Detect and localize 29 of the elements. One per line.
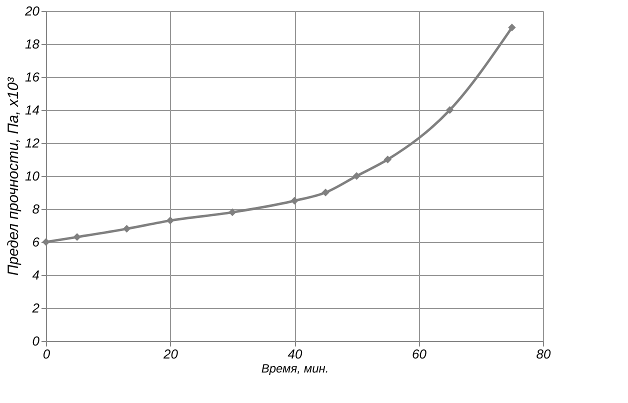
y-tick-label: 6 [32, 234, 40, 250]
x-tick-label: 0 [42, 346, 51, 362]
x-tick-label: 60 [412, 346, 428, 362]
point [508, 24, 516, 32]
point [322, 188, 330, 196]
point [73, 233, 81, 241]
y-tick-label: 20 [24, 4, 40, 18]
y-tick-label: 8 [32, 202, 40, 216]
point [352, 172, 360, 180]
y-tick-label: 0 [32, 334, 40, 348]
x-axis-title: Время, мин. [261, 362, 329, 376]
x-tick-label: 20 [162, 346, 179, 362]
point [166, 216, 174, 224]
y-tick-label: 12 [25, 136, 40, 150]
y-tick-label: 16 [25, 70, 40, 84]
y-tick-label: 14 [25, 102, 40, 118]
point [290, 196, 298, 205]
x-tick-label: 40 [288, 346, 303, 362]
point [42, 238, 50, 246]
y-tick-label: 18 [25, 36, 40, 52]
y-tick-label: 10 [25, 168, 40, 184]
y-tick-label: 4 [32, 268, 40, 282]
point [122, 224, 131, 233]
y-tick-label: 2 [31, 300, 40, 316]
x-tick-label: 80 [536, 346, 552, 362]
point [384, 156, 392, 164]
y-axis-title: Предел прочности, Па, x10³ [5, 76, 22, 276]
point [446, 106, 454, 114]
point [228, 208, 236, 216]
